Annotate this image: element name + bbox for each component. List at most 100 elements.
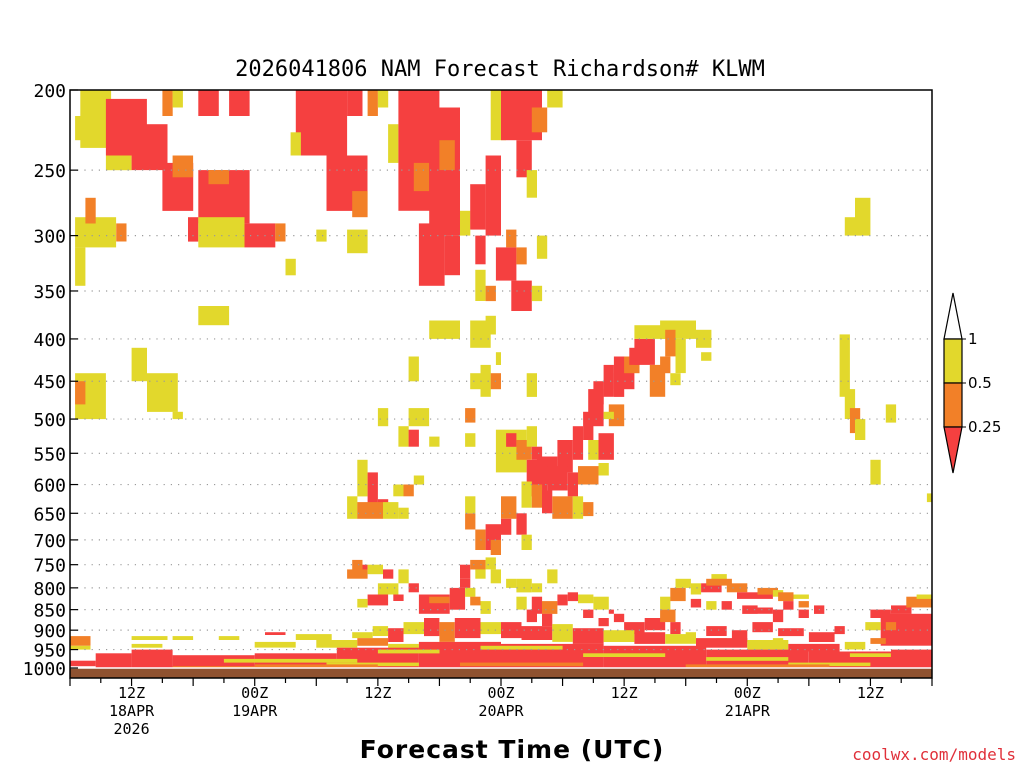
ri-cell	[347, 569, 368, 579]
ri-cell	[429, 107, 460, 236]
legend-label: 0.5	[968, 374, 992, 392]
ri-cell	[485, 285, 496, 302]
ri-cell	[357, 502, 383, 519]
ri-cell	[675, 338, 686, 374]
ri-cell	[413, 475, 425, 485]
ri-cell	[449, 587, 466, 610]
y-tick-label: 900	[33, 621, 66, 642]
ri-cell	[516, 578, 532, 593]
x-tick-label: 12Z	[364, 684, 391, 702]
ground-band	[70, 668, 932, 678]
ri-cell	[670, 587, 686, 602]
ri-cell	[490, 539, 501, 555]
ri-cell	[788, 643, 840, 652]
ri-cell	[531, 596, 543, 614]
ri-cell	[521, 626, 553, 640]
ri-cell	[465, 587, 476, 597]
ri-cell	[218, 636, 240, 640]
ri-cell	[444, 235, 460, 276]
ri-cell	[511, 280, 532, 311]
ri-cell	[721, 601, 732, 610]
ri-cell	[70, 636, 91, 646]
y-tick-label: 250	[33, 161, 66, 182]
ri-cell	[490, 569, 501, 584]
ri-cell	[429, 436, 440, 447]
ri-cell	[377, 649, 440, 654]
ri-cell	[526, 170, 537, 198]
ri-cell	[603, 364, 614, 397]
ri-cell	[316, 229, 327, 242]
ri-cell	[485, 315, 496, 335]
ri-cell	[516, 596, 527, 610]
y-tick-label: 200	[33, 81, 66, 102]
ri-cell	[105, 155, 132, 171]
y-tick-label: 850	[33, 601, 66, 622]
x-tick-label: 19APR	[232, 702, 278, 720]
ri-cell	[393, 594, 404, 601]
ri-cell	[295, 634, 332, 640]
x-tick-label: 20APR	[478, 702, 524, 720]
ri-cell	[598, 433, 614, 460]
ri-cell	[439, 140, 455, 171]
ri-cell	[131, 649, 173, 668]
ri-cell	[690, 583, 702, 595]
ri-cell	[413, 162, 430, 192]
ri-cell	[844, 389, 856, 419]
ri-cell	[285, 258, 296, 276]
ri-cell	[706, 657, 789, 661]
ri-cell	[367, 564, 383, 575]
ri-cell	[526, 609, 537, 623]
ri-cell	[75, 116, 83, 141]
ri-cell	[634, 325, 671, 339]
ri-cell	[870, 638, 886, 644]
ri-cell	[526, 373, 537, 397]
ri-cell	[542, 490, 553, 514]
ri-cell	[608, 609, 614, 614]
ri-cell	[352, 559, 363, 570]
ri-cell	[542, 601, 558, 614]
ri-cell	[439, 622, 455, 642]
x-tick-label: 2026	[114, 720, 150, 738]
x-tick-label: 12Z	[118, 684, 145, 702]
ri-cell	[465, 433, 476, 447]
ri-cell	[660, 356, 671, 374]
ri-cell	[198, 306, 230, 326]
ri-cell	[316, 640, 358, 648]
x-tick-label: 00Z	[241, 684, 268, 702]
ri-cell	[916, 594, 932, 599]
ri-cell	[726, 583, 748, 593]
ri-cell	[870, 459, 881, 485]
legend-under-arrow	[943, 426, 963, 474]
ri-cell	[675, 578, 691, 588]
ri-cell	[372, 626, 389, 636]
ri-cell	[798, 609, 809, 618]
ri-cell	[229, 90, 250, 116]
ri-cell	[377, 583, 399, 595]
ri-cell	[208, 170, 229, 185]
ri-cell	[521, 534, 532, 550]
ri-cell	[295, 90, 348, 156]
credit-link[interactable]: coolwx.com/models	[852, 745, 1016, 764]
ri-cell	[388, 628, 404, 642]
ri-cell	[783, 601, 794, 610]
ri-cell	[465, 408, 476, 423]
x-tick-label: 21APR	[725, 702, 771, 720]
ri-cell	[567, 592, 578, 602]
ri-cell	[352, 632, 373, 639]
ri-cell	[408, 356, 419, 382]
ri-cell	[593, 596, 609, 610]
x-tick-label: 12Z	[611, 684, 638, 702]
ri-cell	[172, 636, 194, 640]
ri-cell	[485, 557, 496, 570]
ri-cell	[275, 223, 286, 242]
ri-cell	[506, 433, 517, 447]
ri-cell	[131, 636, 168, 640]
ri-cell	[737, 592, 773, 599]
ri-cell	[465, 513, 476, 530]
ri-cell	[583, 609, 594, 618]
ri-cell	[470, 596, 481, 606]
ri-cell	[644, 618, 666, 631]
ri-cell	[424, 618, 440, 637]
ri-cell	[701, 352, 712, 361]
ri-cell	[398, 507, 409, 519]
